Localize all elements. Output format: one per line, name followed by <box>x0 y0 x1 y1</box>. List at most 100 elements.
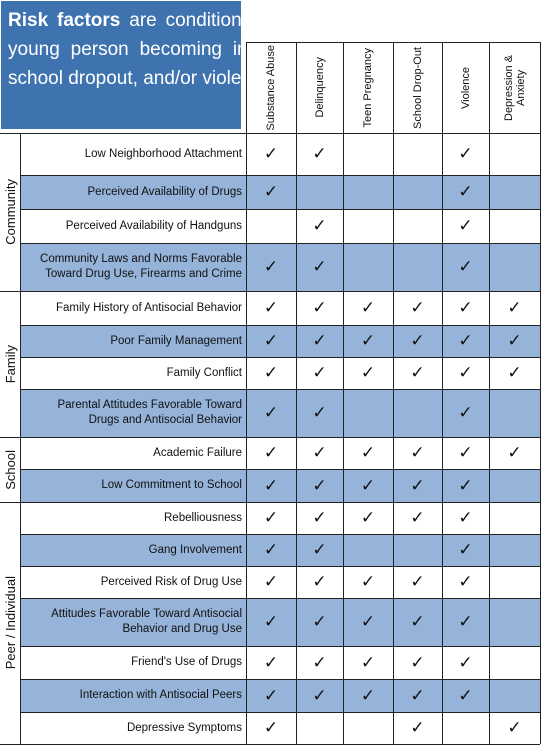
table-row: Community Laws and Norms Favorable Towar… <box>0 243 545 291</box>
row-divider <box>20 357 540 358</box>
checkmark-icon: ✓ <box>263 718 279 737</box>
checkmark-icon: ✓ <box>458 144 473 163</box>
checkmark-icon: ✓ <box>312 540 327 559</box>
checkmark-icon: ✓ <box>458 508 473 527</box>
intro-text: Risk factors are conditions that increas… <box>8 6 540 93</box>
column-header-label: Delinquency <box>313 57 326 118</box>
checkmark-icon: ✓ <box>360 331 376 350</box>
risk-factor-label: Community Laws and Norms Favorable Towar… <box>40 253 242 280</box>
checkmark-icon: ✓ <box>410 298 425 317</box>
checkmark-icon: ✓ <box>263 403 279 422</box>
risk-factor-label: Academic Failure <box>153 446 242 459</box>
category-label: Peer / Individual <box>0 502 20 744</box>
category-label-text: Peer / Individual <box>2 576 18 670</box>
checkmark-icon: ✓ <box>312 144 327 163</box>
checkmark-icon: ✓ <box>360 652 376 672</box>
row-shading <box>20 679 540 712</box>
row-shading <box>20 389 540 437</box>
category-divider <box>0 133 540 134</box>
table-row: Attitudes Favorable Toward Antisocial Be… <box>0 598 545 646</box>
table-row: Parental Attitudes Favorable Toward Drug… <box>0 389 545 437</box>
column-divider <box>442 42 443 744</box>
risk-factor-label: Friend's Use of Drugs <box>131 656 242 668</box>
checkmark-icon: ✓ <box>312 298 327 317</box>
category-divider <box>0 437 540 438</box>
checkmark-icon: ✓ <box>263 475 279 495</box>
checkmark-icon: ✓ <box>360 363 376 382</box>
risk-factor-label: Gang Involvement <box>148 543 242 556</box>
category-label-text: Family <box>2 344 18 384</box>
category-label-text: Community <box>2 179 18 245</box>
checkmark-icon: ✓ <box>458 182 473 201</box>
column-header-label: Substance Abuse <box>265 44 277 131</box>
risk-factor-label: Family History of Antisocial Behavior <box>56 301 242 314</box>
row-divider <box>20 175 540 176</box>
checkmark-icon: ✓ <box>360 298 376 317</box>
checkmark-icon: ✓ <box>263 540 279 559</box>
column-divider <box>343 42 344 744</box>
checkmark-icon: ✓ <box>410 685 425 705</box>
column-header-label: Violence <box>459 66 472 109</box>
row-divider <box>20 712 540 713</box>
checkmark-icon: ✓ <box>263 612 279 631</box>
checkmark-icon: ✓ <box>458 475 473 495</box>
checkmark-icon: ✓ <box>312 331 327 350</box>
risk-factor-label: Rebelliousness <box>164 511 242 524</box>
checkmark-icon: ✓ <box>458 363 473 382</box>
checkmark-icon: ✓ <box>507 331 522 350</box>
category-divider <box>0 291 540 292</box>
risk-factor-label: Perceived Availability of Drugs <box>87 185 242 198</box>
risk-factor-label: Perceived Risk of Drug Use <box>100 575 242 588</box>
row-divider <box>20 209 540 210</box>
row-divider <box>20 598 540 599</box>
table-row: Friend's Use of Drugs ✓ ✓ ✓ ✓ ✓ <box>0 646 545 679</box>
checkmark-icon: ✓ <box>410 363 425 382</box>
category-divider <box>0 502 540 503</box>
checkmark-icon: ✓ <box>458 572 473 591</box>
column-divider <box>489 42 490 744</box>
checkmark-icon: ✓ <box>458 298 473 317</box>
table-row: Interaction with Antisocial Peers ✓ ✓ ✓ ✓ ✓ <box>0 679 545 712</box>
checkmark-icon: ✓ <box>458 540 473 559</box>
checkmark-icon: ✓ <box>263 652 279 672</box>
row-shading <box>20 175 540 209</box>
column-header-label: School Drop-Out <box>411 46 424 129</box>
row-divider <box>20 566 540 567</box>
checkmark-icon: ✓ <box>312 443 327 462</box>
column-header-label: Teen Pregnancy <box>362 47 374 128</box>
checkmark-icon: ✓ <box>410 652 425 672</box>
checkmark-icon: ✓ <box>507 298 522 317</box>
row-divider <box>20 679 540 680</box>
checkmark-icon: ✓ <box>263 331 279 350</box>
category-column-divider <box>20 133 21 744</box>
checkmark-icon: ✓ <box>410 508 425 527</box>
checkmark-icon: ✓ <box>410 612 425 631</box>
risk-factor-label: Low Neighborhood Attachment <box>84 147 242 160</box>
column-divider <box>540 42 541 744</box>
row-divider <box>20 534 540 535</box>
table-row: Perceived Risk of Drug Use ✓ ✓ ✓ ✓ ✓ <box>0 566 545 598</box>
row-shading <box>20 243 540 291</box>
checkmark-icon: ✓ <box>312 652 327 672</box>
checkmark-icon: ✓ <box>263 257 279 276</box>
checkmark-icon: ✓ <box>312 612 327 631</box>
intro-header-box <box>1 1 241 129</box>
table-row: Perceived Availability of Drugs ✓ ✓ <box>0 175 545 209</box>
intro-rest: are conditions that increase the likelih… <box>8 10 540 89</box>
row-divider <box>20 325 540 326</box>
checkmark-icon: ✓ <box>263 144 279 163</box>
risk-factor-label: Family Conflict <box>166 366 242 379</box>
checkmark-icon: ✓ <box>410 475 425 495</box>
checkmark-icon: ✓ <box>458 403 473 422</box>
row-divider <box>20 389 540 390</box>
risk-factor-label: Perceived Availability of Handguns <box>65 219 242 232</box>
checkmark-icon: ✓ <box>312 685 327 705</box>
checkmark-icon: ✓ <box>410 572 425 591</box>
checkmark-icon: ✓ <box>263 298 279 317</box>
checkmark-icon: ✓ <box>458 443 473 462</box>
row-shading <box>20 534 540 566</box>
checkmark-icon: ✓ <box>507 718 522 737</box>
table-row: Poor Family Management ✓ ✓ ✓ ✓ ✓ ✓ <box>0 325 545 357</box>
row-divider <box>20 646 540 647</box>
column-divider <box>296 42 297 744</box>
